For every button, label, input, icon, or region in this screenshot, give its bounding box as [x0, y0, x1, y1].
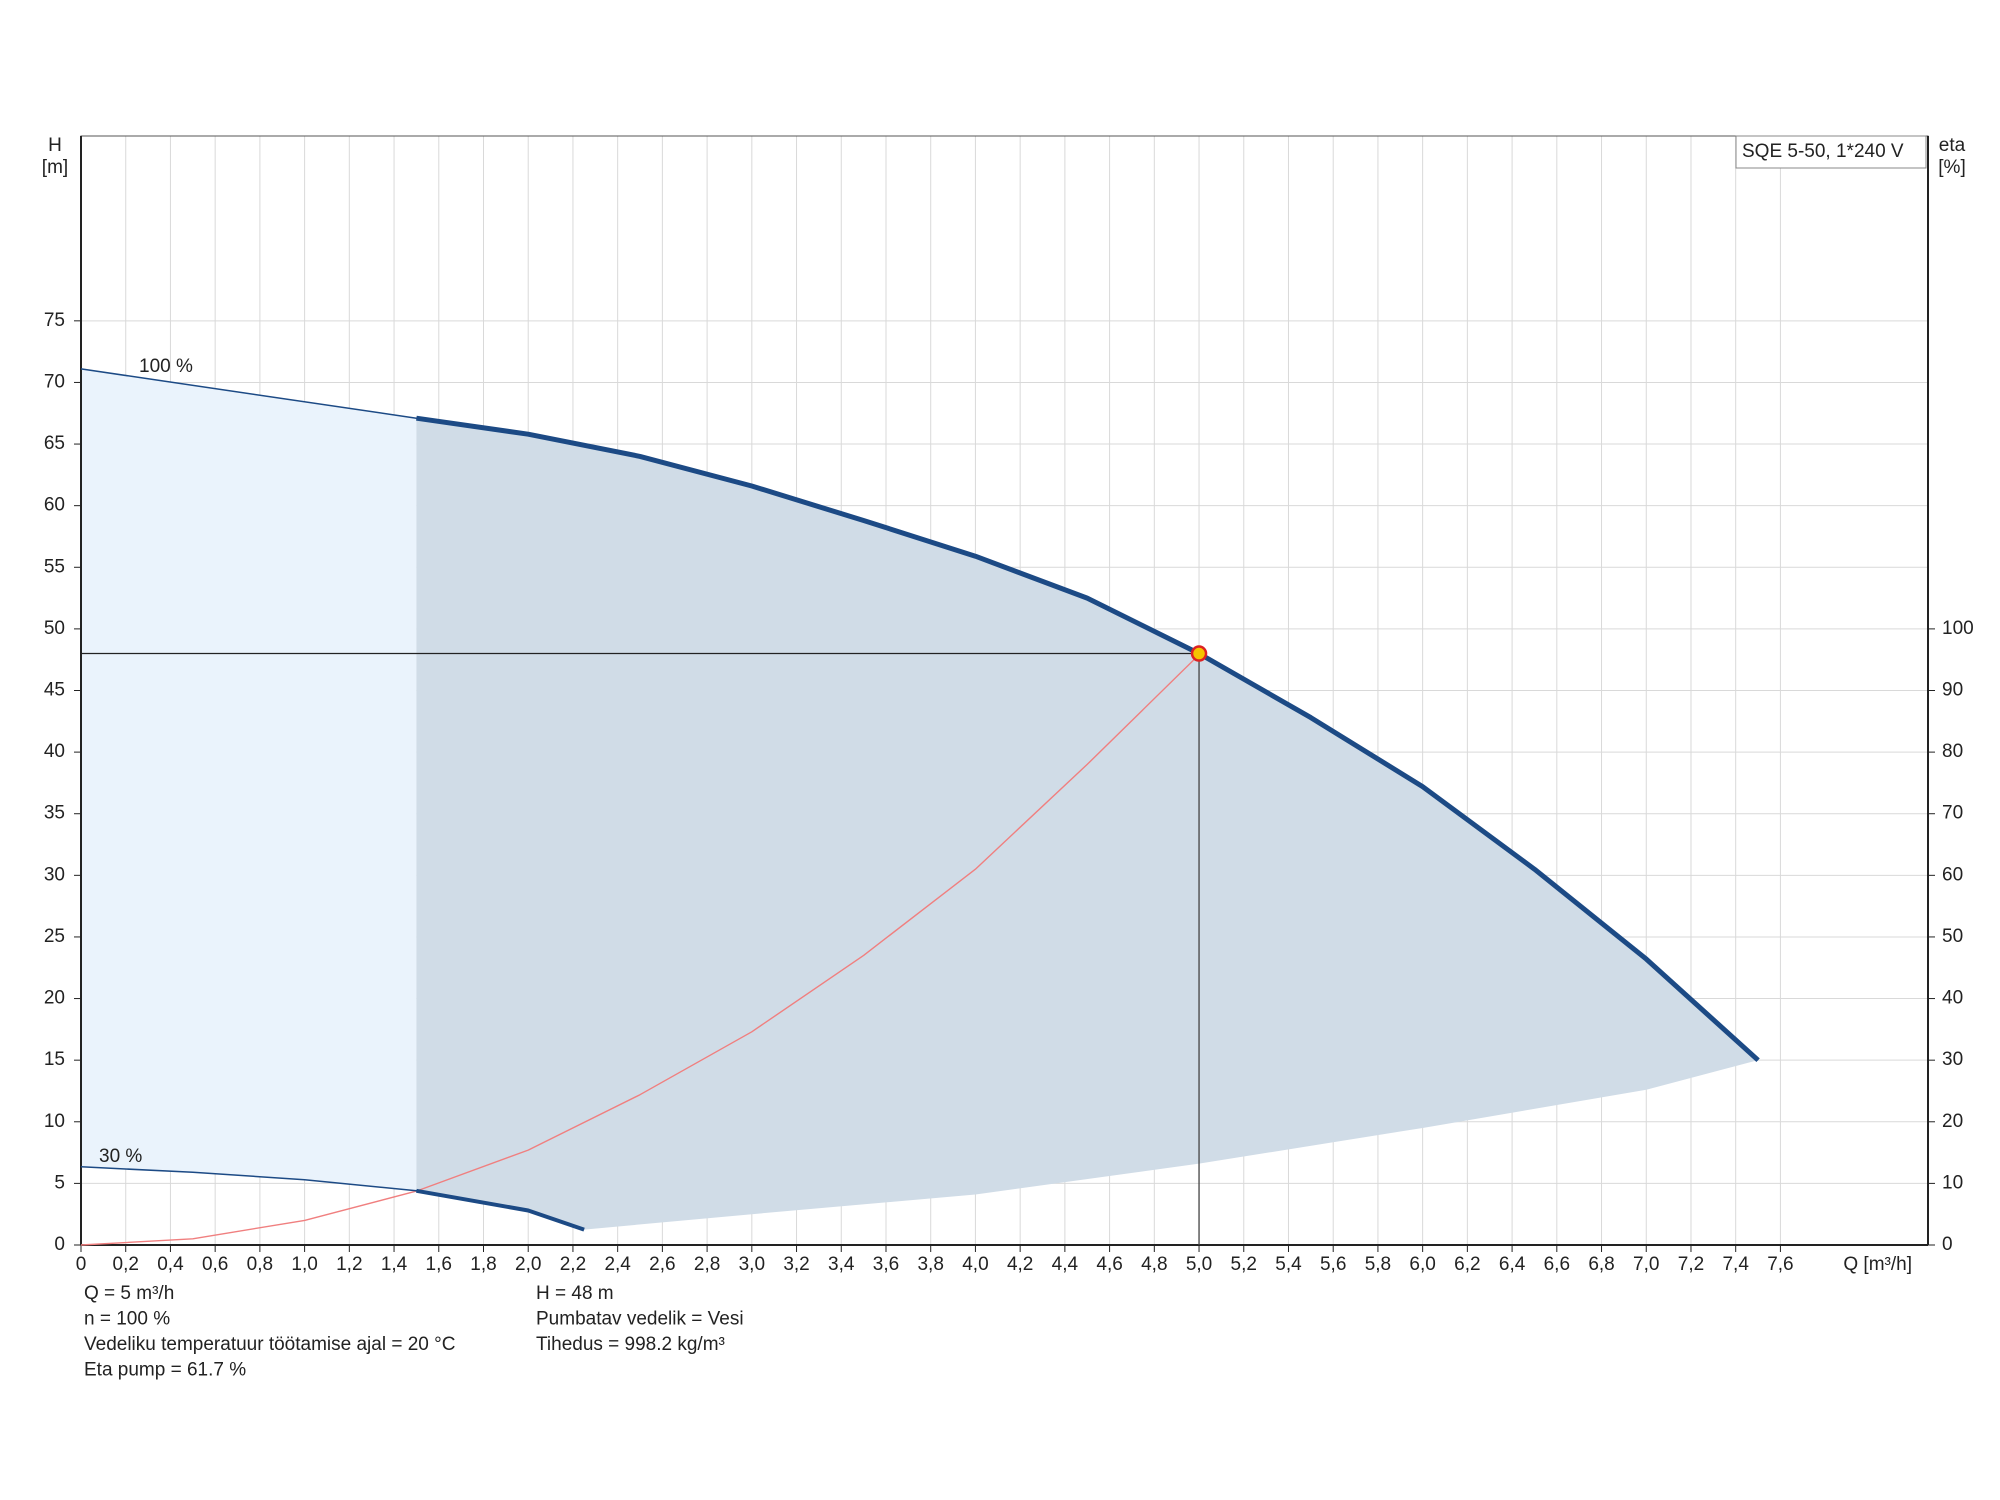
y2-tick-label: 30: [1942, 1049, 1963, 1070]
curve-label: 30 %: [99, 1146, 142, 1167]
x-tick-label: 5,2: [1231, 1254, 1257, 1275]
x-tick-label: 3,2: [783, 1254, 809, 1275]
y-tick-label: 25: [44, 926, 65, 947]
y2-tick-label: 10: [1942, 1172, 1963, 1193]
y-tick-label: 35: [44, 803, 65, 824]
x-tick-label: 1,0: [291, 1254, 317, 1275]
y-tick-label: 65: [44, 433, 65, 454]
legend-box: [1735, 135, 1927, 169]
y-tick-label: 75: [44, 310, 65, 331]
x-tick-label: 6,0: [1409, 1254, 1435, 1275]
note: H = 48 m: [536, 1283, 614, 1304]
y2-tick-label: 100: [1942, 618, 1974, 639]
y2-tick-label: 60: [1942, 864, 1963, 885]
x-tick-label: 7,0: [1633, 1254, 1659, 1275]
x-tick-label: 5,0: [1186, 1254, 1212, 1275]
x-tick-label: 0,2: [113, 1254, 139, 1275]
duty-point: [1190, 645, 1208, 662]
curve-100-operating: [416, 415, 1760, 1063]
y-tick-label: 15: [44, 1049, 65, 1070]
y-tick-label: 20: [44, 988, 65, 1009]
y2-axis-label: eta: [1939, 135, 1966, 156]
y-tick-label: 30: [44, 864, 65, 885]
x-tick-label: 4,4: [1052, 1254, 1079, 1275]
x-tick-label: 2,0: [515, 1254, 541, 1275]
note: Q = 5 m³/h: [84, 1283, 174, 1304]
x-tick-label: 4,6: [1096, 1254, 1122, 1275]
x-tick-label: 1,8: [470, 1254, 496, 1275]
x-tick-label: 0,8: [247, 1254, 273, 1275]
y-axis-unit: [m]: [42, 157, 68, 178]
y2-tick-label: 20: [1942, 1111, 1963, 1132]
y2-tick-label: 70: [1942, 803, 1963, 824]
x-tick-label: 0: [76, 1254, 87, 1275]
note: Vedeliku temperatuur töötamise ajal = 20…: [84, 1334, 455, 1355]
eta-curve: [80, 654, 1200, 1246]
note: n = 100 %: [84, 1309, 170, 1330]
x-tick-label: 7,4: [1722, 1254, 1749, 1275]
y-tick-label: 45: [44, 680, 65, 701]
y-tick-label: 0: [54, 1234, 65, 1255]
x-tick-label: 1,2: [336, 1254, 362, 1275]
note: Tihedus = 998.2 kg/m³: [536, 1334, 725, 1355]
x-tick-label: 6,6: [1544, 1254, 1570, 1275]
x-tick-label: 2,2: [560, 1254, 586, 1275]
y2-tick-label: 40: [1942, 988, 1963, 1009]
x-tick-label: 2,6: [649, 1254, 675, 1275]
x-tick-label: 3,6: [873, 1254, 899, 1275]
x-tick-label: 2,4: [604, 1254, 631, 1275]
x-tick-label: 6,8: [1588, 1254, 1614, 1275]
y2-tick-label: 80: [1942, 741, 1963, 762]
x-tick-label: 6,4: [1499, 1254, 1526, 1275]
note: Pumbatav vedelik = Vesi: [536, 1309, 744, 1330]
x-tick-label: 3,0: [739, 1254, 765, 1275]
x-tick-label: 6,2: [1454, 1254, 1480, 1275]
y2-axis-unit: [%]: [1938, 157, 1965, 178]
y2-tick-label: 90: [1942, 680, 1963, 701]
y-tick-label: 60: [44, 495, 65, 516]
x-tick-label: 0,6: [202, 1254, 228, 1275]
legend-title: SQE 5-50, 1*240 V: [1742, 141, 1904, 162]
y-tick-label: 50: [44, 618, 65, 639]
note: Eta pump = 61.7 %: [84, 1360, 246, 1381]
area-operating: [416, 418, 1759, 1230]
y2-tick-label: 0: [1942, 1234, 1953, 1255]
x-tick-label: 5,4: [1275, 1254, 1302, 1275]
area-light: [81, 368, 417, 1191]
x-tick-label: 7,6: [1767, 1254, 1793, 1275]
x-tick-label: 4,0: [962, 1254, 988, 1275]
x-axis-label: Q [m³/h]: [1843, 1254, 1912, 1275]
x-tick-label: 0,4: [157, 1254, 184, 1275]
y2-tick-label: 50: [1942, 926, 1963, 947]
x-tick-label: 7,2: [1678, 1254, 1704, 1275]
x-tick-label: 3,4: [828, 1254, 855, 1275]
y-tick-label: 10: [44, 1111, 65, 1132]
y-tick-label: 70: [44, 371, 65, 392]
x-tick-label: 5,8: [1365, 1254, 1391, 1275]
curve-label: 100 %: [139, 356, 193, 377]
x-tick-label: 3,8: [917, 1254, 943, 1275]
x-tick-label: 1,4: [381, 1254, 408, 1275]
y-axis-label: H: [48, 135, 62, 156]
x-tick-label: 4,8: [1141, 1254, 1167, 1275]
x-tick-label: 2,8: [694, 1254, 720, 1275]
y-tick-label: 55: [44, 556, 65, 577]
curve-30-operating: [416, 1188, 585, 1232]
x-tick-label: 4,2: [1007, 1254, 1033, 1275]
y-tick-label: 5: [54, 1172, 65, 1193]
x-tick-label: 1,6: [426, 1254, 452, 1275]
x-tick-label: 5,6: [1320, 1254, 1346, 1275]
y-tick-label: 40: [44, 741, 65, 762]
